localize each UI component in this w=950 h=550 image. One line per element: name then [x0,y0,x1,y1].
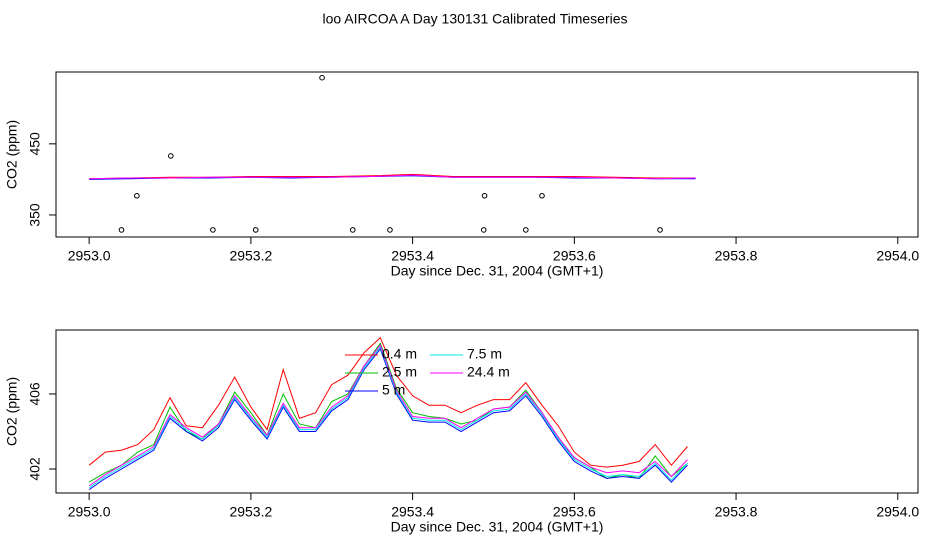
series-line [88,347,688,491]
series-line [89,174,696,180]
chart-title: loo AIRCOA A Day 130131 Calibrated Times… [322,11,627,27]
y-axis-label: CO2 (ppm) [4,377,20,446]
x-tick-label: 2953.0 [68,248,111,264]
x-tick-label: 2953.4 [391,248,434,264]
data-point [319,74,325,81]
x-axis-label: Day since Dec. 31, 2004 (GMT+1) [391,519,604,535]
data-point [657,227,663,233]
x-tick-label: 2953.2 [229,248,272,264]
legend-label: 0.4 m [382,346,417,362]
x-tick-label: 2953.0 [68,504,111,520]
x-tick-label: 2953.8 [715,248,758,264]
y-tick-label: 350 [27,203,43,227]
x-tick-label: 2954.0 [876,504,919,520]
data-point [210,227,216,233]
data-point [134,192,140,199]
data-point [168,153,174,159]
data-point [481,192,488,199]
x-tick-label: 2953.8 [715,504,758,520]
plot-frame [55,71,919,238]
x-tick-label: 2953.6 [553,504,596,520]
legend-label: 7.5 m [467,346,502,362]
series-line [88,336,688,468]
series-line [88,346,688,489]
x-axis-label: Day since Dec. 31, 2004 (GMT+1) [391,263,604,279]
x-tick-label: 2953.2 [229,504,272,520]
plot-frame [55,329,919,494]
data-point [387,227,393,233]
x-tick-label: 2954.0 [876,248,919,264]
data-point [349,227,356,233]
data-point [539,192,545,199]
y-tick-label: 406 [27,382,43,406]
legend-label: 5 m [382,382,405,398]
y-axis-label: CO2 (ppm) [4,120,20,189]
data-point [480,227,487,233]
legend-label: 2.5 m [382,364,417,380]
data-point [252,227,259,233]
legend-label: 24.4 m [467,364,510,380]
data-point [523,227,529,233]
series-line [88,344,688,487]
x-tick-label: 2953.4 [391,504,434,520]
y-tick-label: 402 [27,457,43,481]
data-point [118,227,125,233]
x-tick-label: 2953.6 [553,248,596,264]
y-tick-label: 450 [27,132,43,156]
